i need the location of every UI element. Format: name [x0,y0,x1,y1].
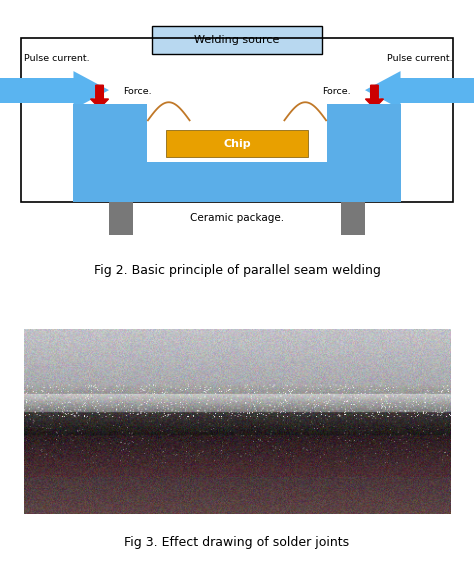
Text: Fig 3. Effect drawing of solder joints: Fig 3. Effect drawing of solder joints [125,536,349,549]
Bar [327,104,401,202]
Bar [73,105,147,111]
Text: Chip: Chip [223,139,251,149]
Bar [21,37,453,202]
Text: Welding source: Welding source [194,35,280,45]
Text: Force.: Force. [322,87,351,96]
Bar [341,202,365,235]
FancyArrow shape [365,85,383,108]
Text: Pulse current.: Pulse current. [24,55,89,64]
Text: Lead: Lead [222,107,252,117]
Bar [327,105,401,111]
Bar [0,78,78,103]
Text: Force.: Force. [123,87,152,96]
Bar [73,104,147,202]
Polygon shape [73,71,109,109]
Bar [396,78,474,103]
Text: Pulse current.: Pulse current. [387,55,453,64]
Text: Fig 2. Basic principle of parallel seam welding: Fig 2. Basic principle of parallel seam … [93,264,381,277]
FancyBboxPatch shape [152,26,322,54]
Bar [104,104,370,120]
FancyArrow shape [91,85,109,108]
Bar [147,104,327,162]
Polygon shape [365,71,401,109]
Bar [109,202,133,235]
Bar [166,131,308,157]
Text: Ceramic package.: Ceramic package. [190,213,284,223]
Bar [73,162,401,202]
